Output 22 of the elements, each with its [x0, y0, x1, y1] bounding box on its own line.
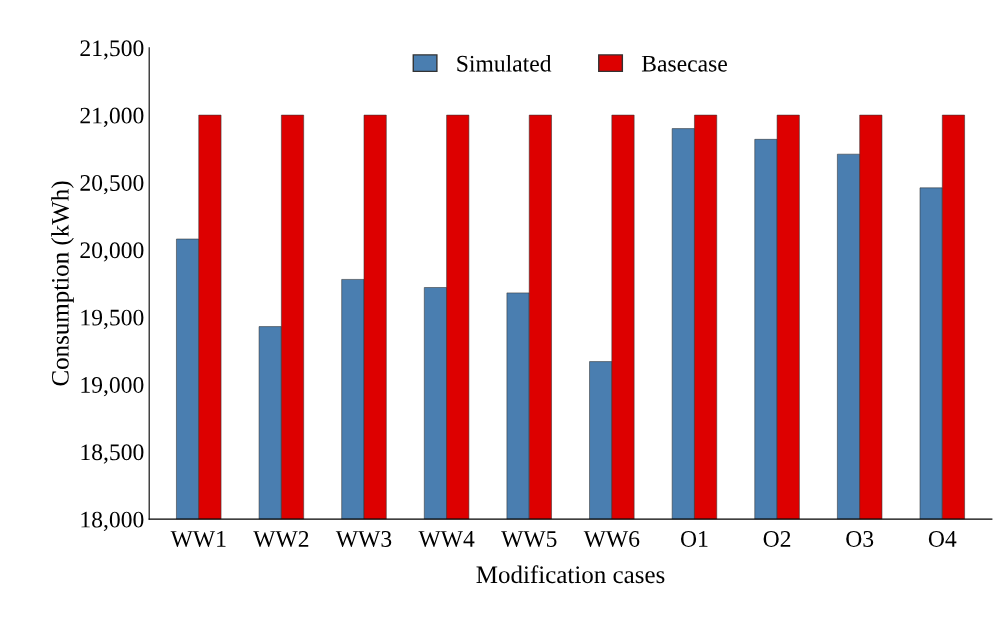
- x-tick-label: WW6: [583, 531, 640, 548]
- x-tick-label: O1: [680, 531, 708, 547]
- y-tick-label: 18,000: [81, 511, 144, 531]
- x-tick-label: O4: [928, 531, 957, 547]
- y-tick-label: 20,000: [80, 242, 144, 262]
- x-tick-label: O3: [846, 531, 874, 547]
- x-tick-label: WW3: [335, 531, 392, 548]
- x-tick-label: WW5: [501, 531, 557, 548]
- x-tick-label: WW1: [170, 531, 226, 548]
- y-tick-label: 19,000: [81, 376, 144, 397]
- y-axis-title: Consumption (kWh): [51, 181, 74, 386]
- x-tick-label: O2: [763, 531, 791, 547]
- x-tick-label: WW4: [418, 531, 475, 548]
- y-tick-label: 19,500: [81, 309, 144, 329]
- y-tick-label: 21,500: [80, 40, 144, 60]
- y-tick-label: 18,500: [81, 444, 144, 464]
- y-tick-label: 20,500: [80, 174, 144, 195]
- legend-label: Basecase: [641, 55, 727, 72]
- y-tick-label: 21,000: [80, 107, 144, 127]
- legend-label: Simulated: [457, 55, 552, 72]
- x-axis-title: Modification cases: [476, 565, 665, 584]
- x-tick-label: WW2: [253, 531, 309, 548]
